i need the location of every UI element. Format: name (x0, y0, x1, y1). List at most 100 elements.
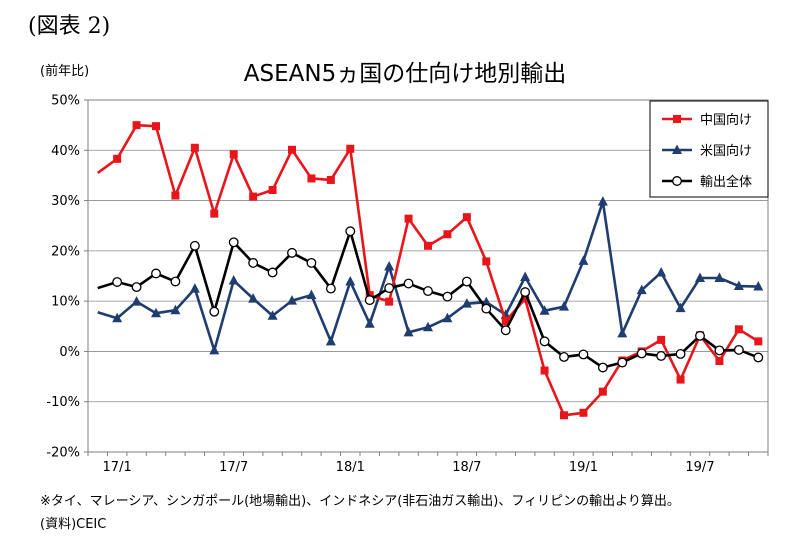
data-point (346, 144, 355, 153)
data-point (424, 241, 432, 250)
data-point (403, 278, 414, 289)
data-point (325, 283, 336, 294)
data-point (151, 307, 161, 318)
data-point (442, 312, 453, 323)
data-point (306, 289, 317, 300)
data-point (617, 327, 628, 338)
x-tick-label: 19/7 (685, 460, 714, 475)
legend-label: 輸出全体 (700, 174, 752, 190)
data-point (501, 317, 510, 326)
data-point (345, 226, 356, 237)
data-point (598, 387, 607, 396)
data-point (151, 268, 161, 279)
data-point (171, 191, 180, 200)
data-point (753, 352, 764, 363)
data-point (209, 344, 220, 355)
y-tick-label: -20% (46, 446, 80, 461)
data-point (715, 356, 724, 365)
data-point (657, 335, 666, 344)
data-point (636, 284, 647, 295)
y-tick-label: 20% (51, 244, 80, 259)
data-point (189, 240, 200, 251)
y-tick-label: 0% (59, 345, 80, 360)
legend-marker (673, 115, 681, 123)
data-point (131, 282, 142, 293)
data-point (228, 275, 239, 285)
data-point (714, 272, 725, 283)
data-point (228, 237, 239, 248)
y-tick-label: 50% (51, 94, 80, 109)
data-point (521, 294, 530, 303)
data-point (520, 271, 531, 282)
data-point (675, 348, 686, 359)
data-point (364, 295, 375, 306)
data-point (113, 154, 122, 163)
x-tick-label: 18/7 (452, 460, 481, 475)
data-point (462, 213, 471, 222)
data-point (656, 266, 667, 277)
data-point (403, 326, 414, 337)
data-point (500, 325, 511, 336)
legend-label: 米国向け (700, 143, 752, 159)
data-point (404, 214, 413, 223)
y-tick-label: 30% (51, 194, 80, 209)
data-point (695, 330, 705, 341)
data-point (209, 306, 220, 317)
data-point (131, 296, 142, 306)
data-point (229, 150, 238, 159)
data-point (481, 303, 492, 314)
data-point (423, 286, 433, 297)
data-point (676, 375, 685, 384)
data-point (540, 366, 549, 375)
data-point (559, 301, 569, 311)
data-point (132, 121, 141, 130)
data-point (695, 272, 705, 283)
data-point (482, 257, 491, 266)
data-point (754, 337, 763, 346)
data-point (539, 305, 550, 315)
data-point (675, 302, 686, 313)
y-tick-label: 40% (51, 144, 80, 159)
data-point (326, 175, 335, 184)
data-point (578, 349, 589, 360)
data-point (112, 277, 123, 287)
data-point (268, 186, 277, 195)
axes: -20% -10% 0% 10% 20% 30% 40% 50% 17/1 17/7 18/1 18/… (46, 94, 769, 475)
data-point (597, 196, 608, 206)
data-point (287, 295, 297, 305)
data-point (442, 291, 453, 302)
data-point (365, 291, 374, 300)
figure-label: (図表 2) (28, 14, 111, 39)
data-point (733, 344, 744, 355)
data-point (112, 312, 123, 323)
data-point (617, 357, 628, 368)
plot-area-border (87, 99, 769, 453)
data-point (578, 255, 589, 265)
legend-marker (672, 176, 682, 186)
data-point (210, 209, 219, 218)
data-point (288, 145, 296, 154)
data-point (249, 192, 258, 201)
y-tick-label: -10% (46, 395, 80, 410)
data-point (267, 310, 278, 320)
series-circle (97, 226, 764, 373)
data-point (753, 281, 764, 291)
data-point (733, 280, 744, 291)
data-point (306, 257, 317, 268)
data-point (443, 230, 452, 239)
data-point (559, 352, 569, 362)
y-tick-label: 10% (51, 295, 80, 310)
data-point (461, 298, 472, 308)
data-point (307, 174, 316, 183)
data-point (520, 287, 531, 298)
data-point (734, 325, 743, 334)
x-tick-label: 19/1 (569, 460, 598, 475)
data-point (248, 257, 259, 268)
x-tick-label: 18/1 (336, 460, 365, 475)
data-point (597, 362, 608, 373)
series-line (97, 229, 759, 369)
legend-marker (672, 144, 682, 154)
source-note: (資料)CEIC (40, 517, 107, 532)
